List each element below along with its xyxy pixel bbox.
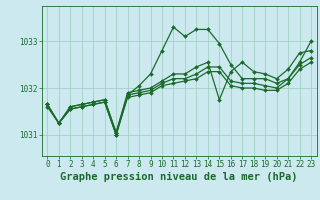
X-axis label: Graphe pression niveau de la mer (hPa): Graphe pression niveau de la mer (hPa) bbox=[60, 172, 298, 182]
